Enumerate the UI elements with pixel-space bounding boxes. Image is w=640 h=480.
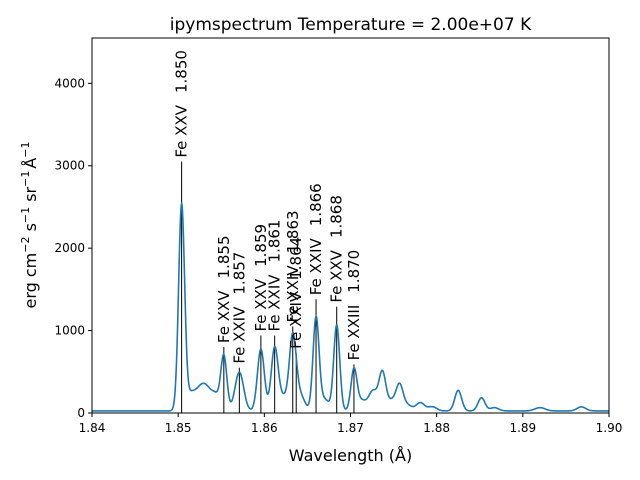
y-label-erg: erg cm: [21, 253, 40, 309]
x-tick-label: 1.90: [596, 421, 623, 435]
line-wavelength: 1.861: [266, 220, 284, 263]
line-wavelength: 1.864: [287, 237, 305, 280]
chart-title: ipymspectrum Temperature = 2.00e+07 K: [170, 15, 532, 35]
line-ion: Fe XXIV: [284, 265, 302, 323]
x-axis: 1.84 1.85 1.86 1.87 1.88 1.89 1.90: [79, 413, 623, 435]
y-label-exp-2: −1: [19, 207, 32, 223]
line-wavelength: 1.850: [173, 50, 191, 93]
y-tick-label: 3000: [54, 159, 85, 173]
x-axis-label: Wavelength (Å): [289, 446, 412, 465]
emission-line-label: Fe XXIV 1.863: [284, 210, 302, 322]
x-tick-label: 1.86: [251, 421, 278, 435]
emission-line-label: Fe XXIV 1.857: [230, 252, 248, 364]
line-ion: Fe XXV: [215, 290, 233, 343]
y-tick-label: 4000: [54, 76, 85, 90]
x-tick-label: 1.89: [509, 421, 536, 435]
y-tick-label: 1000: [54, 324, 85, 338]
y-label-exp-1: −2: [19, 237, 32, 253]
x-tick-label: 1.85: [165, 421, 192, 435]
y-axis-label: erg cm−2 s−1 sr−1Å−1: [19, 141, 40, 308]
y-label-s: s: [21, 223, 40, 236]
line-ion: Fe XXIV: [230, 306, 248, 364]
line-wavelength: 1.868: [328, 195, 346, 238]
line-ion: Fe XXV: [173, 104, 191, 157]
y-label-exp-4: −1: [19, 141, 32, 157]
y-tick-label: 0: [77, 406, 85, 420]
emission-line-label: Fe XXV 1.855: [215, 235, 233, 343]
line-wavelength: 1.855: [215, 235, 233, 278]
line-ion: Fe XXIV: [287, 291, 305, 349]
line-wavelength: 1.863: [284, 210, 302, 253]
y-tick-label: 2000: [54, 241, 85, 255]
line-ion: Fe XXV: [328, 249, 346, 302]
y-axis: 0 1000 2000 3000 4000: [54, 76, 92, 420]
line-ion: Fe XXV: [252, 278, 270, 331]
axes-background: [92, 38, 609, 413]
y-label-sr: sr: [21, 186, 40, 206]
y-label-angstrom: Å: [21, 158, 40, 169]
line-wavelength: 1.870: [345, 250, 363, 293]
emission-line-label: Fe XXIV1.864: [287, 237, 305, 349]
emission-line-label: Fe XXIV 1.866: [307, 183, 325, 295]
emission-line-label: Fe XXV 1.859: [252, 224, 270, 332]
emission-line-label: Fe XXIV 1.861: [266, 220, 284, 332]
line-wavelength: 1.859: [252, 224, 270, 267]
spectrum-line: [92, 200, 609, 412]
x-tick-label: 1.84: [79, 421, 106, 435]
emission-line-label: Fe XXV 1.868: [328, 195, 346, 303]
line-ion: Fe XXIII: [345, 305, 363, 361]
x-tick-label: 1.87: [337, 421, 364, 435]
y-label-exp-3: −1: [19, 171, 32, 187]
line-wavelength: 1.866: [307, 183, 325, 226]
emission-line-label: Fe XXIII 1.870: [345, 250, 363, 361]
x-tick-label: 1.88: [423, 421, 450, 435]
emission-line-label: Fe XXV 1.850: [173, 50, 191, 158]
line-wavelength: 1.857: [230, 252, 248, 295]
line-ion: Fe XXIV: [266, 274, 284, 332]
line-ion: Fe XXIV: [307, 237, 325, 295]
